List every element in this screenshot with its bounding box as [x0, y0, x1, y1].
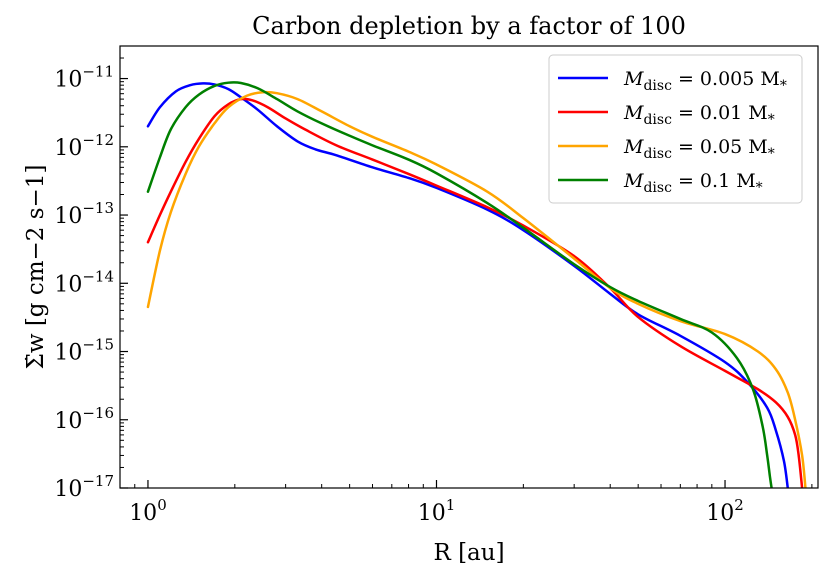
y-tick-label: 10−11: [54, 63, 114, 93]
y-tick-label: 10−14: [54, 267, 114, 297]
series-line-1: [146, 82, 790, 488]
legend-label-subscript: disc: [643, 146, 672, 162]
legend-label-value: = 0.05 M: [672, 136, 768, 158]
x-tick-exponent: 0: [157, 496, 167, 514]
legend-label-4: Mdisc = 0.1 M*: [623, 170, 763, 196]
legend-label-symbol: M: [623, 68, 644, 90]
legend-label-1: Mdisc = 0.005 M*: [623, 68, 787, 94]
series-layer: [146, 81, 807, 488]
legend-label-symbol: M: [623, 170, 644, 192]
legend-label-star: *: [756, 180, 763, 196]
legend-label-symbol: M: [623, 102, 644, 124]
y-tick-label: 10−16: [54, 404, 114, 434]
y-tick-base: 10: [54, 409, 82, 434]
x-tick-label: 101: [418, 496, 456, 526]
y-tick-base: 10: [54, 477, 82, 502]
y-tick-base: 10: [54, 68, 82, 93]
x-tick-base: 10: [418, 501, 446, 526]
y-tick-base: 10: [54, 136, 82, 161]
legend-label-value: = 0.01 M: [672, 102, 768, 124]
y-tick-exponent: −13: [82, 199, 114, 217]
y-tick-label: 10−12: [54, 131, 114, 161]
x-tick-label: 102: [706, 496, 744, 526]
series-line-4: [146, 81, 773, 488]
x-tick-base: 10: [129, 501, 157, 526]
legend-label-subscript: disc: [643, 112, 672, 128]
x-tick-label: 100: [129, 496, 167, 526]
legend-label-subscript: disc: [643, 78, 672, 94]
y-tick-exponent: −17: [82, 472, 114, 490]
legend-label-subscript: disc: [643, 180, 672, 196]
y-tick-base: 10: [54, 272, 82, 297]
y-tick-exponent: −14: [82, 267, 114, 285]
series-line-3: [146, 90, 807, 488]
legend-label-star: *: [768, 112, 775, 128]
legend-label-2: Mdisc = 0.01 M*: [623, 102, 775, 128]
legend-label-3: Mdisc = 0.05 M*: [623, 136, 775, 162]
chart-title: Carbon depletion by a factor of 100: [252, 12, 686, 40]
plot-frame: [119, 45, 819, 489]
x-axis-label-text: R [au]: [433, 540, 504, 566]
y-tick-label: 10−13: [54, 199, 114, 229]
y-tick-exponent: −15: [82, 336, 114, 354]
y-tick-label: 10−15: [54, 336, 114, 366]
y-tick-exponent: −12: [82, 131, 114, 149]
legend-box: [548, 54, 803, 204]
legend-label-symbol: M: [623, 136, 644, 158]
ticks-layer: 100 101 10210−1710−1610−1510−1410−1310−121…: [54, 57, 813, 526]
series-line-2: [146, 97, 804, 488]
x-axis-label: R [au]: [433, 540, 504, 566]
legend-label-value: = 0.1 M: [672, 170, 756, 192]
legend: Mdisc = 0.005 M*Mdisc = 0.01 M*Mdisc = 0…: [548, 54, 803, 204]
y-tick-label: 10−17: [54, 472, 114, 502]
y-axis-label-text: Σ̇w [g cm−2 s−1]: [23, 165, 49, 370]
x-tick-exponent: 1: [446, 496, 456, 514]
legend-label-star: *: [780, 78, 787, 94]
y-tick-exponent: −11: [82, 63, 114, 81]
y-axis-label: Σ̇w [g cm−2 s−1]: [23, 165, 49, 370]
x-tick-base: 10: [706, 501, 734, 526]
x-tick-exponent: 2: [734, 496, 744, 514]
legend-label-value: = 0.005 M: [672, 68, 780, 90]
y-tick-base: 10: [54, 204, 82, 229]
y-tick-exponent: −16: [82, 404, 114, 422]
y-tick-base: 10: [54, 341, 82, 366]
legend-label-star: *: [768, 146, 775, 162]
